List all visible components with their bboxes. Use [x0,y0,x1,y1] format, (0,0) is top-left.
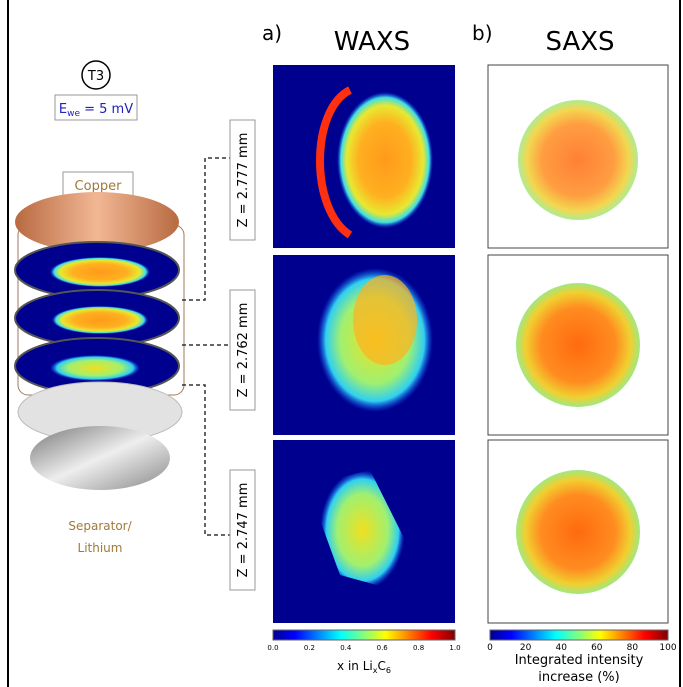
colorbar-tick: 80 [627,643,639,653]
colorbar-tick: 0.8 [413,644,424,652]
panel-title: SAXS [545,27,614,57]
waxs-maps [273,65,455,623]
colorbar-tick: 1.0 [449,644,460,652]
panel-title: WAXS [334,27,410,57]
slice-label: Z = 2.762 mm [236,303,251,398]
panel-letter: a) [262,21,282,45]
figure: T3 Ewe = 5 mV Copper Separator/ Lithium … [0,0,683,687]
panel-letter: b) [472,21,493,45]
lithium-label: Lithium [78,541,123,555]
colorbar-label: increase (%) [538,670,619,685]
colorbar-tick: 100 [659,643,676,653]
colorbar-tick: 0.4 [340,644,352,652]
colorbar [490,630,668,640]
colorbar-tick: 40 [555,643,567,653]
saxs-maps [488,65,668,623]
colorbar [273,630,455,640]
colorbar-tick: 0 [487,643,493,653]
cell-stack [15,192,184,490]
copper-label: Copper [75,179,123,194]
colorbar-label: x in LixC6 [337,659,391,675]
colorbar-tick: 20 [520,643,532,653]
colorbar-tick: 60 [591,643,603,653]
slice-label: Z = 2.747 mm [236,483,251,578]
cell-label: T3 [87,69,104,84]
slice-label: Z = 2.777 mm [236,133,251,228]
separator-label: Separator/ [68,519,132,533]
connectors [182,158,230,535]
colorbar-tick: 0.0 [267,644,278,652]
colorbar-tick: 0.2 [304,644,315,652]
colorbar-tick: 0.6 [377,644,389,652]
colorbar-label: Integrated intensity [515,653,644,668]
